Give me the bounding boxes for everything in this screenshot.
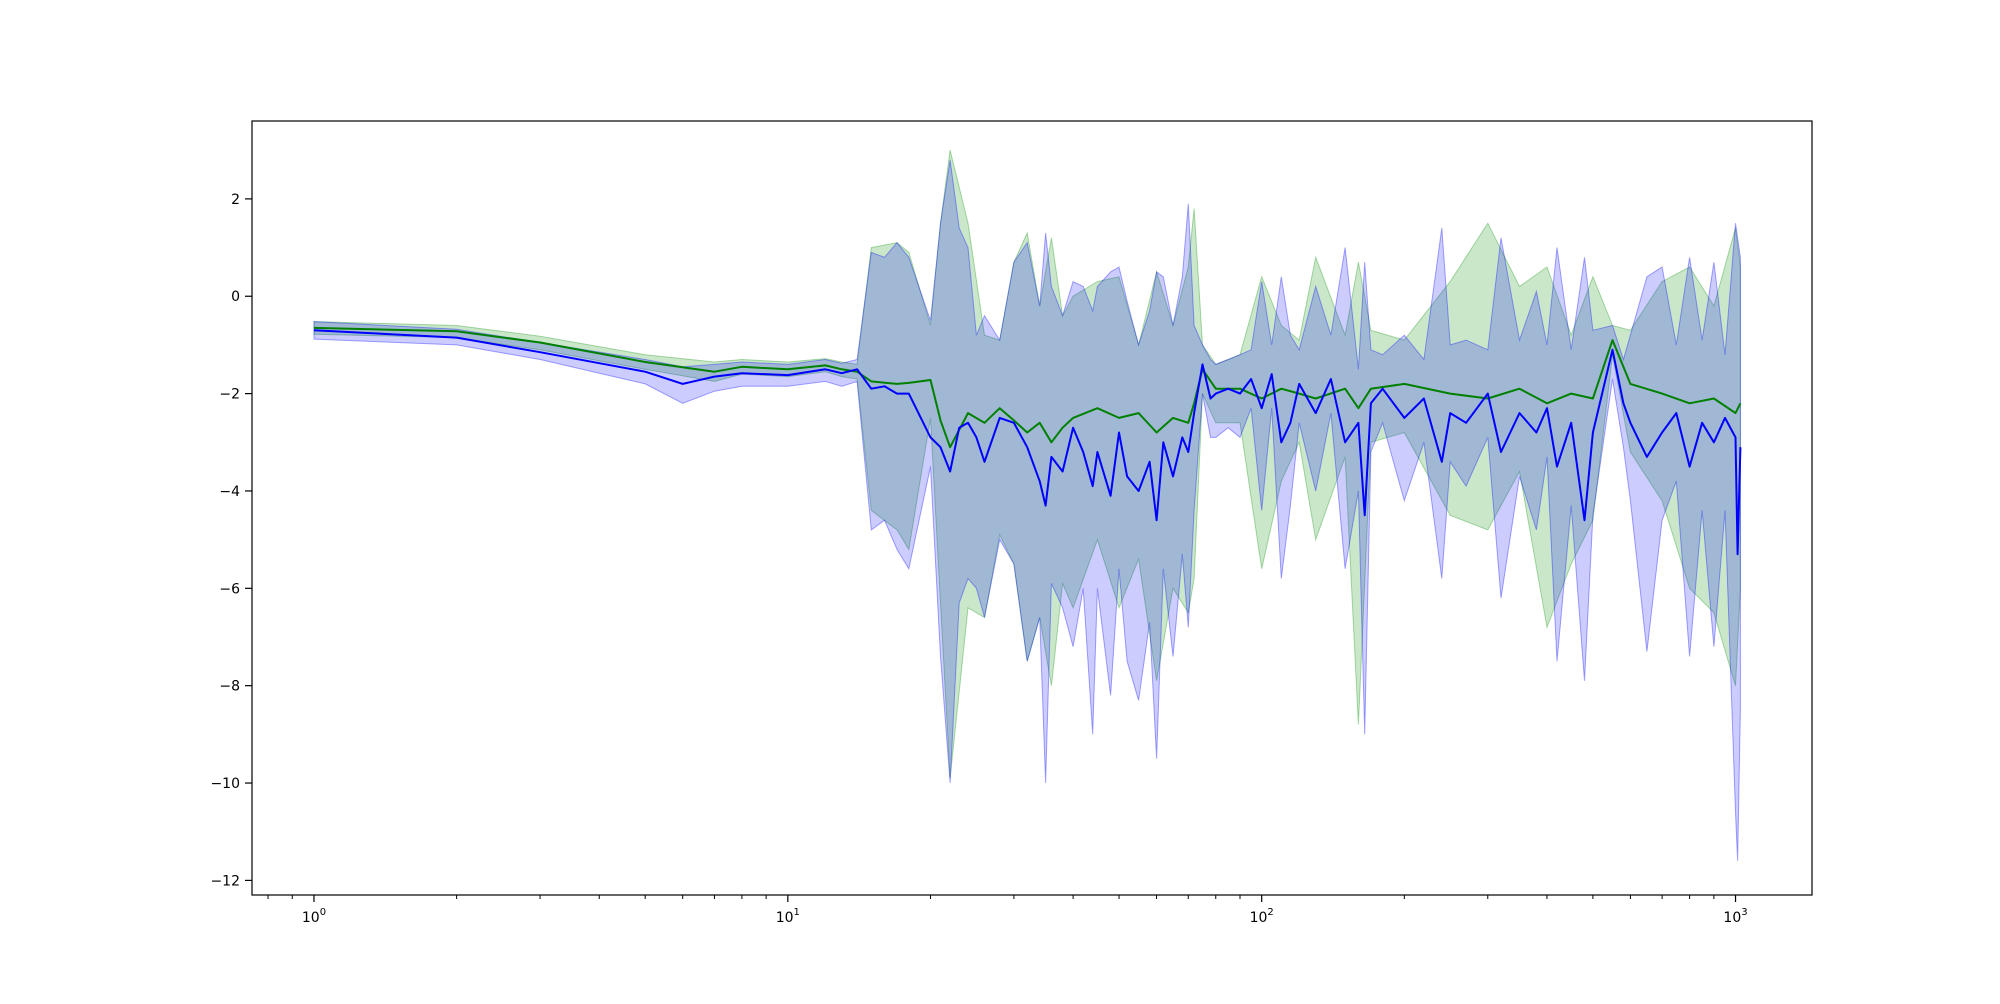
- y-tick-label: −6: [219, 581, 240, 597]
- y-tick-label: −8: [219, 679, 240, 695]
- series-1-band: [313, 150, 1741, 779]
- x-tick-label: 101: [776, 907, 800, 926]
- x-tick-label: 103: [1723, 907, 1747, 926]
- y-tick-label: 2: [231, 192, 240, 208]
- confidence-bands: [313, 150, 1741, 861]
- x-tick-label: 102: [1250, 907, 1274, 926]
- x-tick-label: 100: [302, 907, 326, 926]
- series-2-line: [313, 329, 1742, 556]
- y-tick-label: −12: [210, 873, 240, 889]
- plot-area: [252, 121, 1812, 895]
- plot-frame: [251, 120, 1813, 896]
- y-tick-label: −10: [210, 776, 240, 792]
- y-tick-label: 0: [231, 289, 240, 305]
- series-2-band: [313, 159, 1741, 861]
- series-lines: [313, 326, 1742, 556]
- y-tick-label: −4: [219, 484, 240, 500]
- y-axis: 2 0 −2 −4 −6 −8 −10 −12: [210, 192, 252, 889]
- x-axis: 100 101 102 103: [267, 895, 1748, 926]
- y-tick-label: −2: [219, 387, 240, 403]
